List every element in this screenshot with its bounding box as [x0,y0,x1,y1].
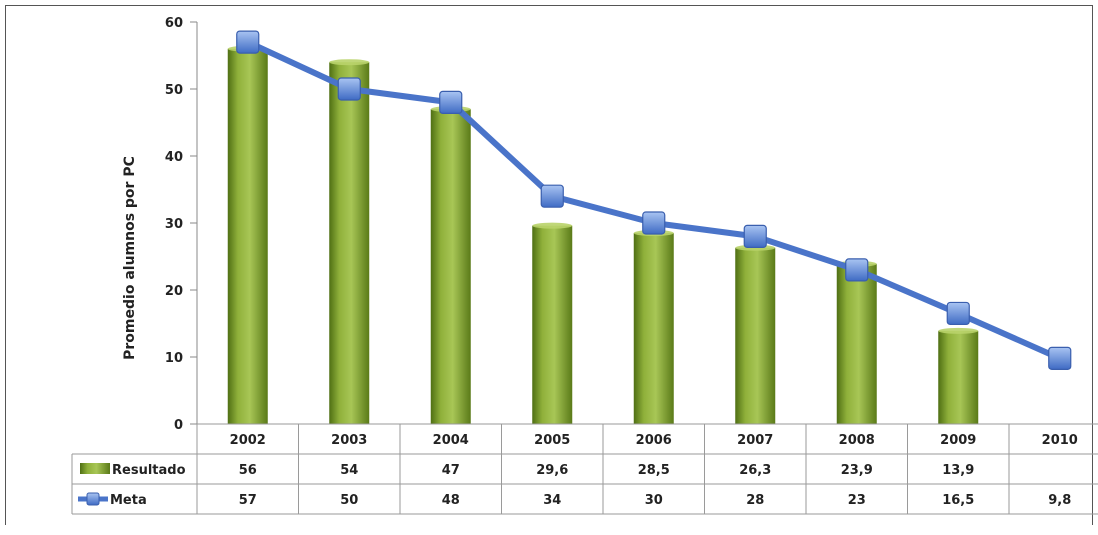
data-label-meta: 9,8 [1048,493,1071,508]
data-label-resultado: 47 [442,463,460,478]
bar-resultado [430,109,471,424]
data-label-meta: 16,5 [942,493,974,508]
bar-resultado [735,247,776,424]
data-label-resultado: 56 [239,463,257,478]
marker-meta [642,211,666,235]
marker-meta [439,90,463,115]
y-tick-label: 40 [165,150,183,165]
data-label-meta: 23 [848,493,866,508]
y-tick-label: 0 [174,418,183,433]
x-tick-label: 2009 [940,433,976,448]
x-tick-label: 2002 [230,433,266,448]
data-label-resultado: 29,6 [536,463,568,478]
y-tick-label: 20 [165,284,183,299]
marker-meta [337,77,361,101]
data-label-meta: 28 [746,493,764,508]
marker-meta [1048,346,1072,370]
data-label-meta: 30 [645,493,663,508]
data-label-meta: 48 [442,493,460,508]
data-label-meta: 34 [543,493,561,508]
marker-meta [845,258,869,282]
bar-resultado-top [329,59,370,66]
marker-meta [946,301,970,326]
bar-resultado-top [938,327,979,334]
x-tick-label: 2010 [1042,433,1078,448]
data-label-resultado: 13,9 [942,463,974,478]
data-label-resultado: 28,5 [638,463,670,478]
x-tick-label: 2003 [331,433,367,448]
y-axis-label: Promedio alumnos por PC [122,156,138,360]
x-tick-label: 2008 [839,433,875,448]
legend-label-meta: Meta [110,493,147,508]
bar-resultado [938,330,979,424]
bar-resultado [633,233,674,424]
legend-key-meta-marker [86,492,100,506]
bar-resultado [329,62,370,424]
legend-key-resultado [80,463,110,474]
legend-label-resultado: Resultado [112,463,186,478]
y-tick-label: 30 [165,217,183,232]
data-label-resultado: 26,3 [739,463,771,478]
bar-resultado-top [532,222,573,229]
x-tick-label: 2006 [636,433,672,448]
x-tick-label: 2005 [534,433,570,448]
bar-resultado [836,263,877,424]
bar-resultado [227,48,268,425]
marker-meta [236,30,260,54]
x-tick-label: 2007 [737,433,773,448]
marker-meta [743,224,767,248]
data-label-meta: 50 [340,493,358,508]
marker-meta [540,184,564,208]
data-label-resultado: 23,9 [841,463,873,478]
data-label-meta: 57 [239,493,257,508]
data-label-resultado: 54 [340,463,358,478]
bar-resultado [532,225,573,424]
y-tick-label: 60 [165,16,183,31]
y-tick-label: 50 [165,83,183,98]
x-tick-label: 2004 [433,433,469,448]
y-tick-label: 10 [165,351,183,366]
chart-frame [5,5,1093,525]
